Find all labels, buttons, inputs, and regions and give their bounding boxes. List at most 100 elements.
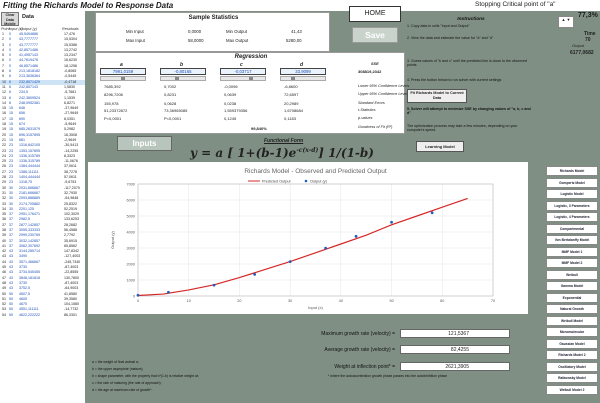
table-row[interactable]: 7 0 46,8571486 18,1256 <box>0 64 85 69</box>
table-row[interactable]: 54 50 4622,222222 86,3301 <box>0 313 85 318</box>
table-row[interactable]: 18 15 674 -5,9649 <box>0 122 85 127</box>
table-row[interactable]: 23 23 1353,157895 -14,2255 <box>0 149 85 154</box>
slider-thumb[interactable] <box>121 77 125 80</box>
table-row[interactable]: 26 23 1384,444444 37,0611 <box>0 164 85 169</box>
param-b-slider[interactable] <box>160 76 206 81</box>
table-row[interactable]: 34 30 2201,125 52,2519 <box>0 207 85 212</box>
param-a-input[interactable]: 7991,0159 <box>100 68 146 75</box>
param-d-input[interactable]: 33,9099 <box>280 68 326 75</box>
model-button[interactable]: Gompertz Model <box>546 177 598 188</box>
table-row[interactable]: 5 0 41,4957143 13,2347 <box>0 53 85 58</box>
table-row[interactable]: 33 30 2174,705882 25,8322 <box>0 202 85 207</box>
model-button[interactable]: Weibull Model 2 <box>546 384 598 395</box>
param-a-slider[interactable] <box>100 76 146 81</box>
param-b-label: b <box>180 62 184 68</box>
param-b-input[interactable]: -0,80165 <box>160 68 206 75</box>
model-button[interactable]: Logistic, 4 Parameters <box>546 212 598 222</box>
instruction-step-5: 5. Solver will attempt to minimize SSE b… <box>407 107 531 116</box>
param-d-slider[interactable] <box>280 76 326 81</box>
param-c-input[interactable]: -0,03717 <box>220 68 266 75</box>
table-row[interactable]: 51 50 4605 39,3580 <box>0 297 85 302</box>
table-row[interactable]: 43 43 3490 -127,4003 <box>0 254 85 259</box>
table-row[interactable]: 47 43 3848,181818 130,7800 <box>0 276 85 281</box>
table-row[interactable]: 29 23 1318,75 -9,6753 <box>0 180 85 185</box>
table-row[interactable]: 24 23 1336,315789 8,3323 <box>0 154 85 159</box>
table-row[interactable]: 16 15 656 -27,9649 <box>0 111 85 116</box>
table-row[interactable]: 21 15 681 -2,9649 <box>0 138 85 143</box>
table-row[interactable]: 3 0 43,7777777 15,5386 <box>0 43 85 48</box>
table-row[interactable]: 45 43 3730 -87,4003 <box>0 265 85 270</box>
model-button[interactable]: Richards Model <box>546 166 598 176</box>
table-row[interactable]: 8 6 213,1818182 -0,8065 <box>0 69 85 74</box>
table-row[interactable]: 15 15 646 -37,9649 <box>0 106 85 111</box>
table-row[interactable]: 25 23 1336,315789 -11,0676 <box>0 159 85 164</box>
table-row[interactable]: 13 6 242,3809524 1,1539 <box>0 96 85 101</box>
table-row[interactable]: 12 6 234,5 -5,7681 <box>0 90 85 95</box>
table-row[interactable]: 28 23 1404,444444 57,0611 <box>0 175 85 180</box>
table-row[interactable]: 44 43 3571,466667 -245,7340 <box>0 260 85 265</box>
table-row[interactable]: 9 6 213,3636364 -0,5445 <box>0 74 85 79</box>
model-button[interactable]: Gaussian Model <box>546 338 598 349</box>
model-button[interactable]: Richards Model 2 <box>546 350 598 360</box>
model-button[interactable]: Logistic Model <box>546 189 598 199</box>
model-button[interactable]: MMF Model 1 <box>546 246 598 257</box>
table-cell: 8 <box>2 69 4 74</box>
table-row[interactable]: 22 23 1316,842105 -30,5413 <box>0 143 85 148</box>
home-button[interactable]: HOME <box>349 6 401 22</box>
model-button[interactable]: Ratkowsky Model <box>546 373 598 383</box>
model-button[interactable]: Gamma Model <box>546 281 598 291</box>
table-row[interactable]: 38 37 3055,333333 56,4588 <box>0 228 85 233</box>
max-input-value: 58,0000 <box>188 38 204 43</box>
model-button[interactable]: Von Bertalanffy Model <box>546 235 598 245</box>
slider-thumb[interactable] <box>291 77 295 80</box>
table-row[interactable]: 4 0 42,8571486 13,2742 <box>0 48 85 53</box>
regression-cell: 0,1245 <box>224 116 237 121</box>
model-button[interactable]: Weibull <box>546 269 598 280</box>
table-row[interactable]: 39 37 2999,230769 2,7792 <box>0 233 85 238</box>
slider-thumb[interactable] <box>175 77 179 80</box>
table-row[interactable]: 35 37 2951,176471 102,3029 <box>0 212 85 217</box>
table-row[interactable]: 41 37 3062,307692 65,8562 <box>0 244 85 249</box>
table-row[interactable]: 1 0 45,5494886 17,476 <box>0 32 85 37</box>
table-row[interactable]: 53 50 4551,111111 -14,7732 <box>0 307 85 312</box>
table-cell: 43 <box>9 254 13 259</box>
table-row[interactable]: 6 0 44,7619476 16,6230 <box>0 58 85 63</box>
learning-model-button[interactable]: Learning Model <box>416 141 464 152</box>
table-row[interactable]: 17 15 690 8,0351 <box>0 117 85 122</box>
table-row[interactable]: 50 50 4607,5 41,8580 <box>0 292 85 297</box>
table-row[interactable]: 49 43 3752,5 -64,9003 <box>0 286 85 291</box>
inputs-button[interactable]: Inputs <box>117 136 172 151</box>
table-row[interactable]: 20 15 696,3157895 16,3508 <box>0 133 85 138</box>
table-row[interactable]: 27 23 1386,111111 38,7278 <box>0 170 85 175</box>
param-c-slider[interactable] <box>220 76 266 81</box>
table-row[interactable]: 32 30 2093,888889 -54,9848 <box>0 196 85 201</box>
table-row[interactable]: 36 37 2982,5 133,6253 <box>0 217 85 222</box>
table-row[interactable]: 52 50 4670 104,1580 <box>0 302 85 307</box>
slider-thumb[interactable] <box>249 77 253 80</box>
model-button[interactable]: Oscillatory Model <box>546 361 598 372</box>
table-row[interactable]: 42 43 3144,285714 147,8342 <box>0 249 85 254</box>
clear-data-button[interactable]: Clear Data Mobile <box>1 12 19 26</box>
table-row[interactable]: 37 37 2877,142857 28,2682 <box>0 223 85 228</box>
model-button[interactable]: Natural Growth <box>546 304 598 314</box>
table-row[interactable]: 48 43 3730 -87,4003 <box>0 281 85 286</box>
table-row[interactable]: 19 15 685,2631579 5,2982 <box>0 127 85 132</box>
model-button[interactable]: MMF Model 2 <box>546 258 598 268</box>
critical-spinner[interactable]: ▲ ▼ <box>558 16 574 28</box>
table-row[interactable]: 46 43 3734,545455 -22,8555 <box>0 270 85 275</box>
table-row[interactable]: 30 30 2031,666667 -117,2070 <box>0 186 85 191</box>
model-button[interactable]: Compartmental <box>546 223 598 234</box>
table-row[interactable]: 40 37 3032,142857 35,6915 <box>0 239 85 244</box>
table-row[interactable]: 31 30 2181,666667 32,7930 <box>0 191 85 196</box>
table-row[interactable]: 10 6 232,8571429 -0,4718 <box>0 79 85 85</box>
model-button[interactable]: Weibull Model <box>546 315 598 326</box>
table-cell: 15 <box>9 106 13 111</box>
table-row[interactable]: 2 0 43,7777777 15,5304 <box>0 37 85 42</box>
save-button[interactable]: Save <box>352 27 398 43</box>
model-button[interactable]: Logistic, 3 Parameters <box>546 200 598 211</box>
model-button[interactable]: Exponential <box>546 292 598 303</box>
table-row[interactable]: 11 6 242,857143 1,5830 <box>0 85 85 90</box>
model-button[interactable]: Monomolecular <box>546 327 598 337</box>
table-row[interactable]: 14 6 248,0952381 6,8271 <box>0 101 85 106</box>
fit-model-button[interactable]: Fit Richards Model to Current Data <box>407 89 467 103</box>
